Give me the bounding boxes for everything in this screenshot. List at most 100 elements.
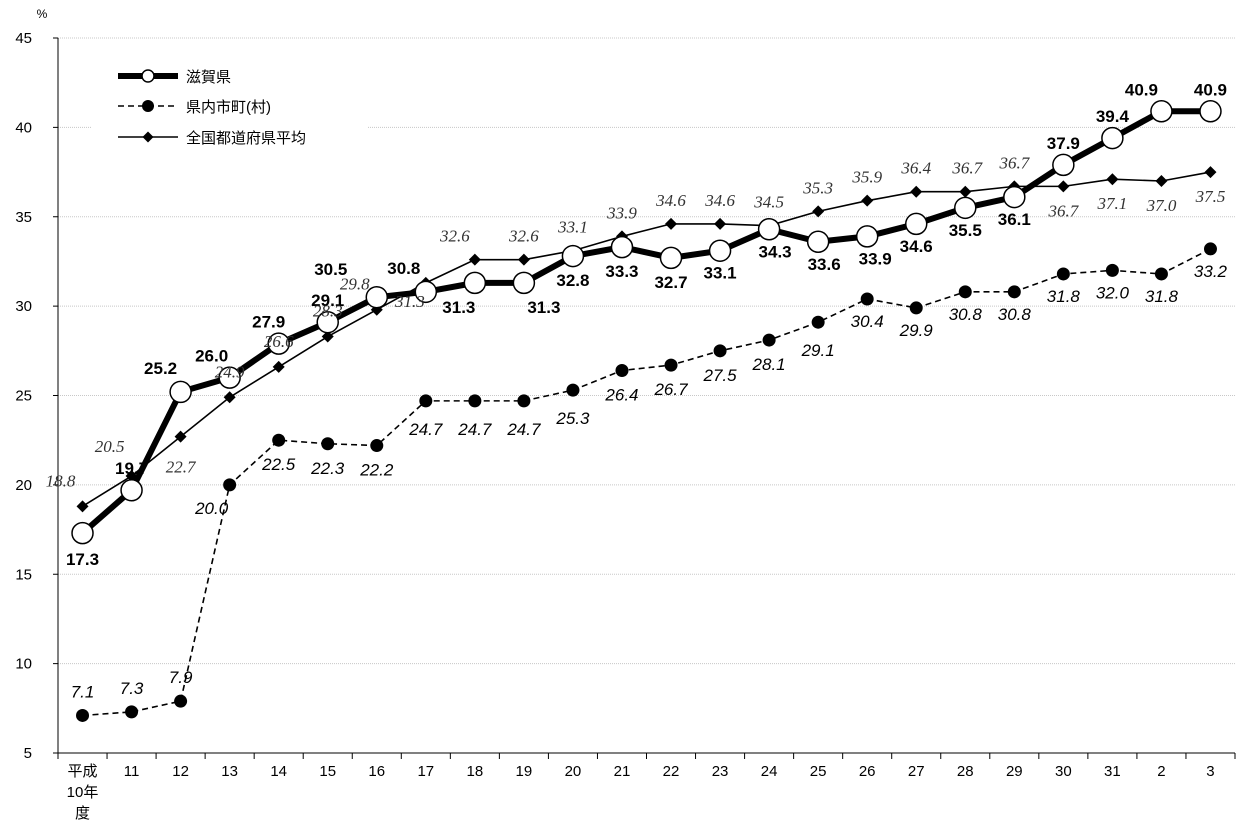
data-label-national-average: 37.0 [1146, 196, 1177, 215]
data-label-municipalities: 31.8 [1145, 287, 1179, 306]
point-national-average [272, 360, 285, 373]
data-label-municipalities: 33.2 [1194, 262, 1228, 281]
point-municipalities [1203, 242, 1217, 256]
point-national-average [223, 391, 236, 404]
point-municipalities [713, 344, 727, 358]
legend-label: 全国都道府県平均 [186, 129, 306, 147]
x-tick-label: 12 [172, 763, 189, 780]
y-tick-label: 45 [15, 30, 32, 47]
data-label-national-average: 32.6 [508, 227, 539, 246]
point-shiga [561, 244, 585, 268]
point-national-average [959, 185, 972, 198]
y-tick-label: 15 [15, 566, 32, 583]
data-label-municipalities: 30.4 [851, 312, 884, 331]
point-national-average [861, 194, 874, 207]
point-municipalities [419, 394, 433, 408]
point-municipalities [1154, 267, 1168, 281]
y-tick-label: 25 [15, 388, 32, 405]
data-label-municipalities: 24.7 [457, 420, 492, 439]
x-tick-label: 14 [270, 763, 287, 780]
x-tick-label: 度 [75, 805, 90, 822]
data-label-municipalities: 22.5 [261, 455, 296, 474]
point-municipalities [76, 708, 90, 722]
data-label-municipalities: 7.3 [120, 679, 144, 698]
data-label-national-average: 32.6 [439, 227, 470, 246]
x-tick-label: 16 [368, 763, 385, 780]
x-tick-label: 11 [124, 763, 140, 780]
data-label-shiga: 40.9 [1125, 80, 1158, 99]
data-label-shiga: 40.9 [1194, 80, 1227, 99]
data-label-national-average: 28.3 [313, 302, 343, 321]
point-shiga [806, 230, 830, 254]
point-municipalities [321, 437, 335, 451]
data-label-shiga: 30.8 [387, 259, 420, 278]
data-label-shiga: 39.4 [1096, 107, 1130, 126]
data-label-municipalities: 22.3 [310, 459, 345, 478]
point-national-average [125, 469, 138, 482]
point-municipalities [566, 383, 580, 397]
x-tick-label: 30 [1055, 763, 1072, 780]
point-national-average [910, 185, 923, 198]
legend-label: 滋賀県 [186, 69, 231, 86]
x-tick-label: 10年 [67, 784, 99, 801]
point-municipalities [174, 694, 188, 708]
x-tick-label: 27 [908, 763, 925, 780]
x-tick-label: 25 [810, 763, 827, 780]
point-shiga [1052, 153, 1075, 177]
x-tick-label: 19 [516, 763, 533, 780]
x-tick-label: 平成 [68, 763, 98, 780]
point-municipalities [909, 301, 923, 315]
point-shiga [365, 285, 389, 309]
point-shiga [855, 225, 879, 248]
data-label-municipalities: 29.1 [801, 341, 835, 360]
y-axis-ticks: 5 10 15 20 25 30 35 40 45% [15, 7, 47, 762]
data-label-national-average: 34.5 [753, 193, 784, 212]
series-line-national-average [82, 171, 1211, 508]
series-markers [71, 100, 1222, 722]
data-label-shiga: 29.1 [311, 291, 344, 310]
point-shiga [708, 239, 732, 262]
point-shiga [463, 271, 487, 295]
point-shiga [169, 380, 192, 404]
data-label-municipalities: 22.2 [359, 461, 394, 480]
data-label-shiga: 19.7 [115, 459, 148, 478]
point-national-average [1155, 175, 1168, 187]
data-label-national-average: 26.6 [264, 332, 294, 351]
point-municipalities [811, 315, 825, 329]
point-municipalities [1056, 267, 1070, 281]
legend-label: 県内市町(村) [186, 99, 271, 116]
x-tick-label: 20 [565, 763, 582, 780]
x-tick-label: 3 [1206, 763, 1214, 780]
data-label-national-average: 37.5 [1195, 187, 1226, 206]
data-label-national-average: 36.4 [900, 159, 931, 178]
x-tick-label: 24 [761, 763, 778, 780]
point-shiga [267, 332, 290, 355]
data-label-shiga: 31.3 [527, 298, 560, 317]
x-tick-label: 18 [467, 763, 484, 780]
y-tick-label: 30 [15, 298, 32, 315]
point-municipalities [860, 292, 874, 306]
data-label-shiga: 34.6 [900, 237, 933, 256]
axes [53, 37, 1236, 759]
data-label-municipalities: 26.7 [653, 380, 688, 399]
data-label-municipalities: 31.8 [1047, 287, 1081, 306]
legend-marker-municipalities [142, 100, 154, 112]
x-tick-label: 23 [712, 763, 729, 780]
point-national-average [665, 217, 678, 230]
point-national-average [1057, 180, 1070, 193]
data-label-national-average: 36.7 [1047, 201, 1079, 220]
data-label-municipalities: 30.8 [949, 305, 983, 324]
data-label-shiga: 32.8 [556, 271, 589, 290]
point-national-average [321, 330, 334, 343]
point-shiga [120, 478, 143, 502]
point-municipalities [223, 478, 237, 492]
x-tick-label: 13 [221, 763, 238, 780]
point-shiga [1101, 126, 1124, 150]
point-national-average [1106, 173, 1119, 186]
x-tick-label: 15 [319, 763, 336, 780]
data-label-shiga: 34.3 [759, 242, 792, 261]
data-label-municipalities: 20.0 [194, 499, 229, 518]
data-label-municipalities: 7.1 [71, 682, 95, 701]
point-municipalities [762, 333, 776, 347]
point-municipalities [517, 394, 531, 408]
